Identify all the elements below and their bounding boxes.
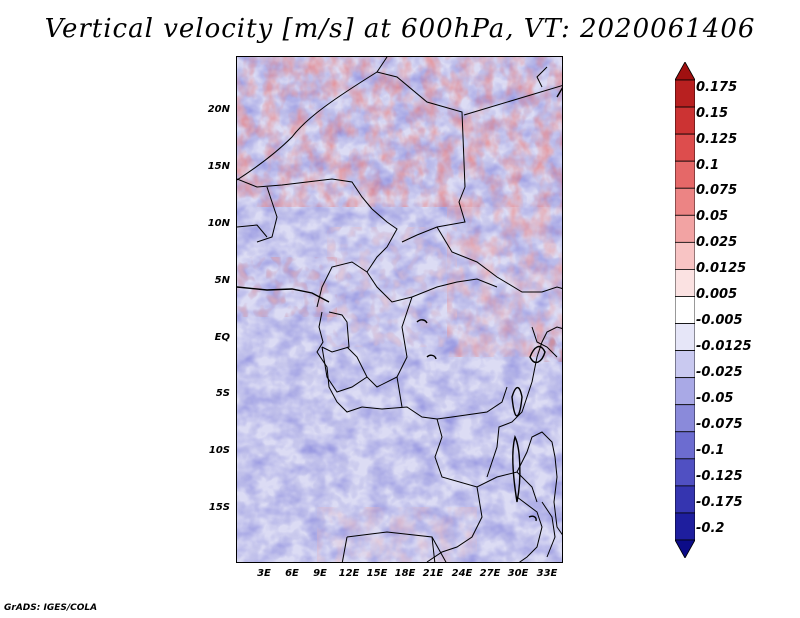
lon-label: 24E: [451, 568, 473, 579]
lat-label: 5S: [215, 388, 230, 399]
lat-label: 5N: [214, 275, 230, 286]
colorbar-segment: [675, 350, 695, 379]
lat-label: 15N: [207, 161, 230, 172]
colorbar-segment: [675, 512, 695, 541]
colorbar-segment: [675, 160, 695, 189]
lat-label: EQ: [214, 332, 230, 343]
colorbar-label: 0.15: [696, 106, 729, 121]
lon-label: 9E: [313, 568, 327, 579]
colorbar-segment: [675, 539, 695, 558]
colorbar-segment: [675, 62, 695, 81]
colorbar-label: -0.005: [696, 313, 743, 328]
lakes-and-coast: [237, 87, 562, 522]
lat-label: 15S: [208, 502, 230, 513]
colorbar-segment: [675, 404, 695, 433]
lon-label: 12E: [338, 568, 360, 579]
colorbar-label: -0.125: [696, 469, 743, 484]
lon-label: 33E: [536, 568, 558, 579]
vertical-velocity-map: [236, 56, 563, 563]
colorbar-label: 0.125: [696, 132, 738, 147]
colorbar-segment: [675, 485, 695, 514]
colorbar-label: -0.175: [696, 495, 743, 510]
colorbar-segment: [675, 106, 695, 135]
lat-label: 10S: [208, 445, 230, 456]
colorbar-label: -0.025: [696, 365, 743, 380]
map-field: [237, 57, 562, 562]
colorbar-label: 0.05: [696, 209, 729, 224]
colorbar-label: 0.0125: [696, 261, 747, 276]
colorbar-segment: [675, 323, 695, 351]
lon-label: 15E: [366, 568, 388, 579]
colorbar-segment: [675, 79, 695, 108]
lon-label: 18E: [394, 568, 416, 579]
lon-label: 3E: [257, 568, 271, 579]
colorbar-label: -0.2: [696, 521, 725, 536]
colorbar-label: -0.075: [696, 417, 743, 432]
colorbar-segment: [675, 133, 695, 162]
colorbar-segment: [675, 458, 695, 487]
colorbar-label: -0.0125: [696, 339, 752, 354]
colorbar-label: -0.05: [696, 391, 734, 406]
country-borders: [237, 57, 562, 562]
map-title: Vertical velocity [m/s] at 600hPa, VT: 2…: [44, 14, 756, 44]
colorbar-label: 0.175: [696, 80, 738, 95]
colorbar-segment: [675, 214, 695, 243]
colorbar-label: 0.005: [696, 287, 738, 302]
lon-label: 6E: [285, 568, 299, 579]
colorbar-segment: [675, 431, 695, 460]
colorbar-segment: [675, 377, 695, 406]
colorbar-segment: [675, 296, 695, 324]
colorbar-label: -0.1: [696, 443, 725, 458]
colorbar: [675, 62, 695, 558]
field-neutral-layer: [237, 57, 562, 562]
colorbar-label: 0.025: [696, 235, 738, 250]
lon-label: 21E: [422, 568, 444, 579]
colorbar-label: 0.1: [696, 158, 720, 173]
colorbar-segment: [675, 187, 695, 216]
grads-credit: GrADS: IGES/COLA: [4, 603, 98, 613]
lat-label: 20N: [207, 104, 230, 115]
colorbar-segment: [675, 241, 695, 270]
colorbar-label: 0.075: [696, 183, 738, 198]
lon-label: 27E: [479, 568, 501, 579]
lat-label: 10N: [207, 218, 230, 229]
lon-label: 30E: [507, 568, 529, 579]
colorbar-segment: [675, 269, 695, 297]
